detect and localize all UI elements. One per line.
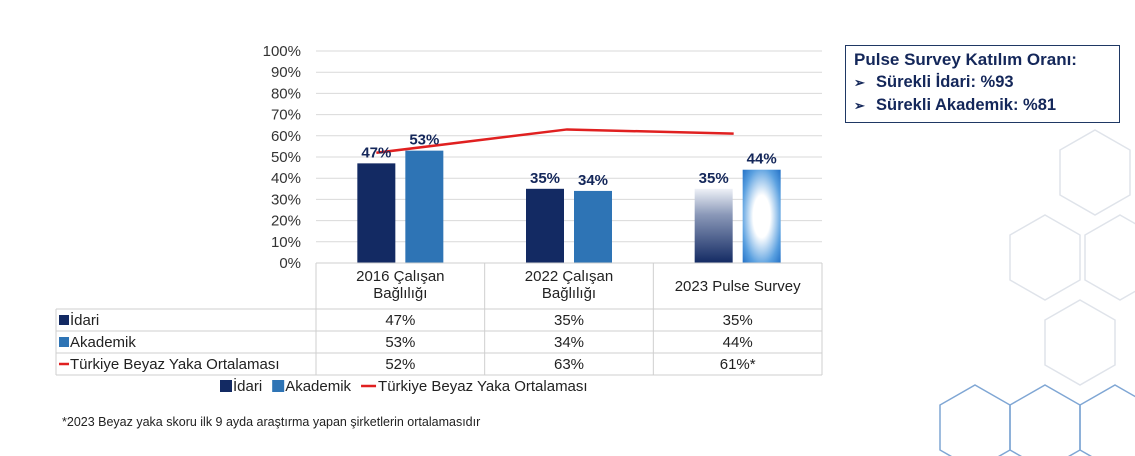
data-label-idari: 47% (361, 144, 391, 161)
bar-idari (694, 188, 733, 263)
row-legend-key (59, 337, 69, 347)
legend-label: İdari (233, 377, 262, 395)
data-label-akademik: 44% (747, 151, 777, 168)
arrow-bullet-icon: ➢ (854, 75, 865, 90)
category-label: 2022 Çalışan (525, 268, 613, 285)
bar-akademik (405, 150, 444, 263)
bar-idari (357, 163, 396, 263)
table-cell: 63% (554, 356, 584, 373)
data-label-akademik: 34% (578, 172, 608, 189)
y-tick-label: 10% (271, 234, 301, 251)
category-label: 2023 Pulse Survey (675, 278, 801, 295)
table-cell: 35% (554, 312, 584, 329)
table-cell: 53% (385, 334, 415, 351)
bar-akademik (574, 190, 612, 263)
y-tick-label: 30% (271, 191, 301, 208)
bar-idari (526, 188, 564, 263)
row-legend-key (59, 315, 69, 325)
y-tick-label: 70% (271, 107, 301, 124)
legend-label: Akademik (285, 378, 351, 395)
category-label: Bağlılığı (373, 285, 427, 302)
hexagon-decoration (1059, 129, 1131, 216)
y-tick-label: 40% (271, 170, 301, 187)
hexagon-decoration (1079, 384, 1135, 456)
table-cell: 61%* (720, 356, 756, 373)
table-cell: 52% (385, 356, 415, 373)
y-tick-label: 20% (271, 213, 301, 230)
legend-label: Türkiye Beyaz Yaka Ortalaması (378, 378, 588, 395)
legend-key (272, 380, 285, 392)
hexagon-decoration (1084, 214, 1135, 301)
data-label-idari: 35% (699, 170, 729, 187)
row-header: Türkiye Beyaz Yaka Ortalaması (70, 356, 280, 373)
hexagon-decoration (1044, 299, 1116, 386)
y-tick-label: 50% (271, 149, 301, 166)
info-box-title: Pulse Survey Katılım Oranı: (854, 50, 1077, 69)
row-header: Akademik (70, 334, 136, 351)
table-cell: 34% (554, 334, 584, 351)
footnote: *2023 Beyaz yaka skoru ilk 9 ayda araştı… (62, 415, 481, 429)
bar-akademik (742, 169, 781, 263)
info-box-item-text: Sürekli İdari: %93 (876, 73, 1014, 91)
legend-key (220, 380, 232, 392)
participation-info-box: Pulse Survey Katılım Oranı: ➢ Sürekli İda… (845, 45, 1120, 123)
y-tick-label: 0% (279, 255, 301, 272)
info-box-item-akademik: ➢ Sürekli Akademik: %81 (854, 94, 1119, 117)
y-tick-label: 100% (263, 43, 301, 60)
table-cell: 35% (723, 312, 753, 329)
data-label-akademik: 53% (409, 132, 439, 149)
info-box-item-text: Sürekli Akademik: %81 (876, 96, 1057, 114)
row-header: İdari (70, 311, 99, 329)
arrow-bullet-icon: ➢ (854, 98, 865, 113)
hexagon-decoration (1009, 214, 1081, 301)
info-box-item-idari: ➢ Sürekli İdari: %93 (854, 71, 1119, 94)
category-label: Bağlılığı (542, 285, 596, 302)
category-label: 2016 Çalışan (356, 268, 444, 285)
y-tick-label: 80% (271, 85, 301, 102)
table-cell: 44% (723, 334, 753, 351)
table-cell: 47% (385, 312, 415, 329)
y-tick-label: 90% (271, 64, 301, 81)
y-tick-label: 60% (271, 128, 301, 145)
data-label-idari: 35% (530, 170, 560, 187)
